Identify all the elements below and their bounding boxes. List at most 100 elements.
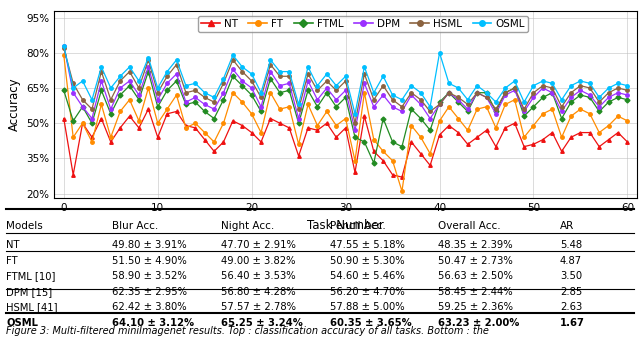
Text: 56.80 ± 4.28%: 56.80 ± 4.28%: [221, 287, 296, 297]
FT: [558, 135, 566, 139]
Text: 56.20 ± 4.70%: 56.20 ± 4.70%: [330, 287, 404, 297]
Text: OSML: OSML: [6, 318, 38, 328]
OSML: [351, 112, 359, 116]
Line: DPM: DPM: [62, 44, 629, 132]
Text: 47.55 ± 5.18%: 47.55 ± 5.18%: [330, 240, 404, 250]
OSML: [257, 91, 265, 95]
FTML: [370, 161, 378, 165]
HSML: [408, 91, 415, 95]
Text: 62.42 ± 3.80%: 62.42 ± 3.80%: [112, 302, 187, 313]
Text: 63.23 ± 2.00%: 63.23 ± 2.00%: [438, 318, 520, 328]
Text: 2.85: 2.85: [560, 287, 582, 297]
Text: 56.40 ± 3.53%: 56.40 ± 3.53%: [221, 272, 296, 281]
Text: 50.47 ± 2.73%: 50.47 ± 2.73%: [438, 256, 513, 266]
DPM: [60, 44, 68, 48]
NT: [370, 149, 378, 154]
FT: [191, 121, 199, 125]
HSML: [558, 105, 566, 109]
OSML: [173, 58, 180, 62]
Text: FTML [10]: FTML [10]: [6, 272, 56, 281]
FT: [173, 93, 180, 97]
Text: 57.57 ± 2.78%: 57.57 ± 2.78%: [221, 302, 296, 313]
DPM: [558, 109, 566, 114]
FTML: [380, 116, 387, 121]
Text: NT: NT: [6, 240, 20, 250]
FTML: [60, 88, 68, 92]
FTML: [145, 69, 152, 74]
DPM: [623, 93, 631, 97]
Text: Overall Acc.: Overall Acc.: [438, 221, 501, 231]
Text: FT: FT: [6, 256, 18, 266]
Text: 62.35 ± 2.95%: 62.35 ± 2.95%: [112, 287, 187, 297]
Text: 50.90 ± 5.30%: 50.90 ± 5.30%: [330, 256, 404, 266]
Line: FTML: FTML: [62, 70, 629, 165]
Line: FT: FT: [62, 53, 629, 193]
Text: 2.63: 2.63: [560, 302, 582, 313]
Text: 3.50: 3.50: [560, 272, 582, 281]
NT: [145, 107, 152, 111]
Text: Figure 3: Multi-filtered miniImagenet results. Top : classification accuracy of : Figure 3: Multi-filtered miniImagenet re…: [6, 326, 489, 336]
Text: 47.70 ± 2.91%: 47.70 ± 2.91%: [221, 240, 296, 250]
Text: 4.87: 4.87: [560, 256, 582, 266]
FT: [408, 124, 415, 128]
OSML: [60, 44, 68, 48]
FTML: [201, 109, 209, 114]
Text: 5.48: 5.48: [560, 240, 582, 250]
Text: AR: AR: [560, 221, 574, 231]
Text: 48.35 ± 2.39%: 48.35 ± 2.39%: [438, 240, 513, 250]
Text: 58.90 ± 3.52%: 58.90 ± 3.52%: [112, 272, 187, 281]
FTML: [182, 102, 189, 107]
Text: 58.45 ± 2.44%: 58.45 ± 2.44%: [438, 287, 513, 297]
Text: 1.67: 1.67: [560, 318, 585, 328]
NT: [60, 116, 68, 121]
HSML: [60, 46, 68, 50]
FTML: [623, 98, 631, 102]
Text: DPM [15]: DPM [15]: [6, 287, 52, 297]
NT: [182, 124, 189, 128]
NT: [398, 175, 406, 179]
Text: Blur Acc.: Blur Acc.: [112, 221, 158, 231]
HSML: [370, 98, 378, 102]
FT: [60, 53, 68, 57]
FTML: [417, 116, 424, 121]
Y-axis label: Accuracy: Accuracy: [8, 78, 21, 131]
DPM: [191, 95, 199, 99]
Text: Models: Models: [6, 221, 43, 231]
Text: 51.50 ± 4.90%: 51.50 ± 4.90%: [112, 256, 187, 266]
Text: Night Acc.: Night Acc.: [221, 221, 274, 231]
Text: 56.63 ± 2.50%: 56.63 ± 2.50%: [438, 272, 513, 281]
Text: 57.88 ± 5.00%: 57.88 ± 5.00%: [330, 302, 404, 313]
DPM: [408, 93, 415, 97]
FT: [623, 119, 631, 123]
NT: [623, 140, 631, 144]
HSML: [257, 95, 265, 99]
OSML: [558, 98, 566, 102]
Text: 60.35 ± 3.65%: 60.35 ± 3.65%: [330, 318, 412, 328]
Text: HSML [41]: HSML [41]: [6, 302, 58, 313]
FT: [398, 189, 406, 193]
Text: 64.10 ± 3.12%: 64.10 ± 3.12%: [112, 318, 194, 328]
FTML: [267, 76, 275, 81]
OSML: [191, 81, 199, 85]
FT: [360, 91, 368, 95]
Legend: NT, FT, FTML, DPM, HSML, OSML: NT, FT, FTML, DPM, HSML, OSML: [198, 16, 528, 32]
NT: [201, 137, 209, 142]
DPM: [351, 128, 359, 132]
Line: NT: NT: [62, 107, 629, 179]
HSML: [623, 88, 631, 92]
Text: 65.25 ± 3.24%: 65.25 ± 3.24%: [221, 318, 303, 328]
X-axis label: Task Number: Task Number: [307, 219, 384, 232]
OSML: [408, 84, 415, 88]
FTML: [567, 100, 575, 104]
NT: [267, 116, 275, 121]
HSML: [351, 121, 359, 125]
FT: [257, 130, 265, 135]
NT: [567, 135, 575, 139]
NT: [417, 152, 424, 156]
OSML: [370, 91, 378, 95]
DPM: [370, 105, 378, 109]
Line: HSML: HSML: [62, 46, 629, 125]
OSML: [623, 84, 631, 88]
Text: 49.80 ± 3.91%: 49.80 ± 3.91%: [112, 240, 187, 250]
Text: 54.60 ± 5.46%: 54.60 ± 5.46%: [330, 272, 404, 281]
